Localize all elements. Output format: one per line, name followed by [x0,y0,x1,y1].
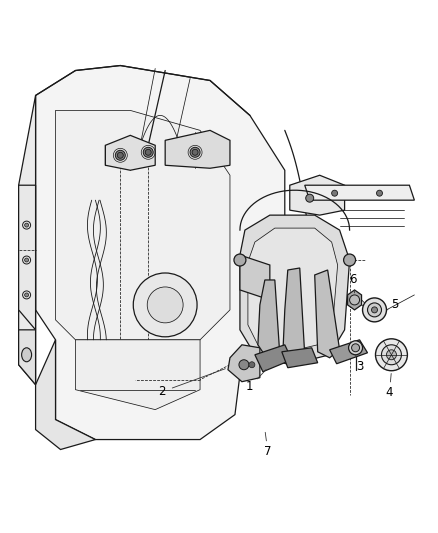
Circle shape [143,147,153,157]
Polygon shape [314,270,339,358]
Polygon shape [305,185,414,200]
Circle shape [332,190,338,196]
Circle shape [363,298,386,322]
Text: 1: 1 [246,380,254,393]
Circle shape [25,223,28,227]
Circle shape [350,295,360,305]
Circle shape [239,360,249,370]
Ellipse shape [21,348,32,362]
Circle shape [375,339,407,371]
Circle shape [386,350,396,360]
Polygon shape [240,255,270,300]
Text: 5: 5 [391,298,398,311]
Circle shape [371,307,378,313]
Polygon shape [330,340,367,364]
Text: 3: 3 [356,360,363,373]
Circle shape [367,303,381,317]
Polygon shape [282,348,318,368]
Polygon shape [228,345,260,382]
Circle shape [147,287,183,323]
Text: 2: 2 [159,385,166,398]
Circle shape [249,362,255,368]
Polygon shape [106,135,155,170]
Circle shape [377,190,382,196]
Polygon shape [19,185,35,330]
Circle shape [115,150,125,160]
Circle shape [117,152,124,158]
Polygon shape [240,215,350,365]
Polygon shape [75,340,200,410]
Circle shape [349,341,363,355]
Polygon shape [348,290,361,310]
Text: 6: 6 [349,273,357,286]
Text: 4: 4 [386,386,393,399]
Circle shape [306,194,314,202]
Polygon shape [35,340,95,449]
Polygon shape [290,175,345,215]
Text: 7: 7 [264,445,272,458]
Polygon shape [283,268,305,365]
Polygon shape [255,345,292,372]
Polygon shape [56,110,230,340]
Circle shape [25,258,28,262]
Polygon shape [19,330,35,385]
Polygon shape [248,228,338,352]
Circle shape [145,149,151,155]
Circle shape [25,293,28,297]
Circle shape [192,149,198,155]
Circle shape [343,254,356,266]
Polygon shape [35,66,285,440]
Circle shape [190,147,200,157]
Circle shape [381,345,401,365]
Circle shape [133,273,197,337]
Polygon shape [258,280,280,360]
Polygon shape [19,95,35,385]
Circle shape [352,344,360,352]
Circle shape [234,254,246,266]
Polygon shape [165,131,230,168]
